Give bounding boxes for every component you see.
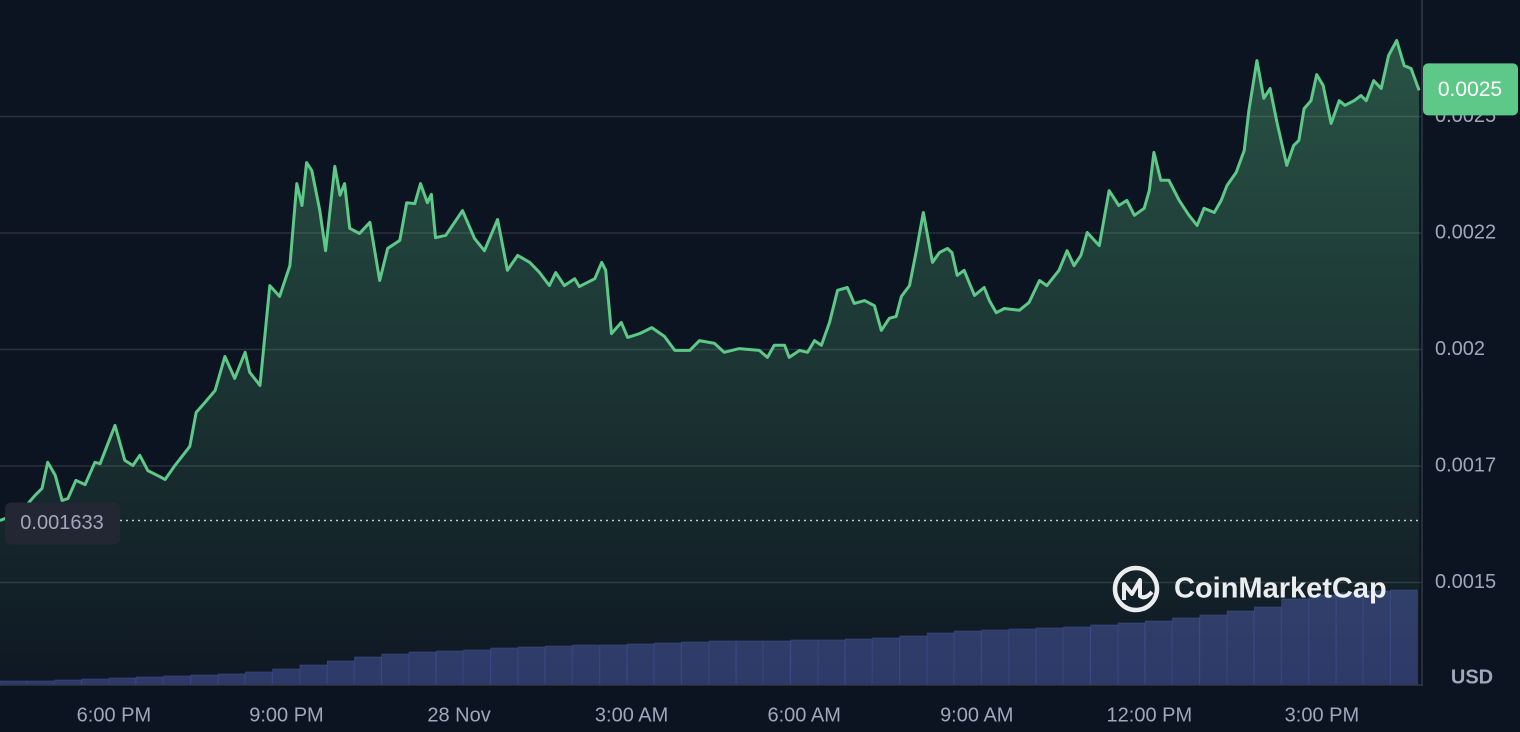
- y-tick-label: 0.002: [1435, 338, 1485, 360]
- x-tick-label: 9:00 PM: [249, 704, 323, 726]
- x-tick-label: 12:00 PM: [1107, 704, 1193, 726]
- currency-label: USD: [1451, 666, 1493, 688]
- x-tick-label: 3:00 AM: [595, 704, 668, 726]
- price-line: [0, 39, 1421, 522]
- y-tick-label: 0.0017: [1435, 454, 1496, 476]
- last-price-label: 0.0025: [1438, 78, 1502, 101]
- logo-mark: [1122, 578, 1154, 600]
- y-tick-label: 0.0015: [1435, 571, 1496, 593]
- watermark-text: CoinMarketCap: [1174, 573, 1387, 605]
- plot-layer: 0.001633 0.0025: [0, 39, 1518, 685]
- x-tick-label: 3:00 PM: [1285, 704, 1359, 726]
- reference-label: 0.001633: [20, 512, 103, 534]
- x-tick-label: 28 Nov: [427, 704, 490, 726]
- x-tick-label: 6:00 PM: [77, 704, 151, 726]
- x-tick-label: 6:00 AM: [767, 704, 840, 726]
- watermark: CoinMarketCap: [1112, 565, 1387, 613]
- price-area: [0, 40, 1420, 685]
- reference-badge: [5, 502, 120, 545]
- last-price-badge: [1423, 63, 1518, 116]
- x-tick-label: 9:00 AM: [940, 704, 1013, 726]
- logo-ring: [1112, 565, 1160, 613]
- y-tick-label: 0.0022: [1435, 221, 1496, 243]
